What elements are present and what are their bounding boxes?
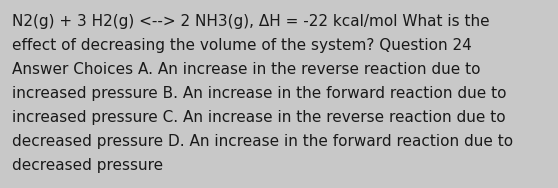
- Text: increased pressure C. An increase in the reverse reaction due to: increased pressure C. An increase in the…: [12, 110, 506, 125]
- Text: increased pressure B. An increase in the forward reaction due to: increased pressure B. An increase in the…: [12, 86, 507, 101]
- Text: effect of decreasing the volume of the system? Question 24: effect of decreasing the volume of the s…: [12, 38, 472, 53]
- Text: decreased pressure D. An increase in the forward reaction due to: decreased pressure D. An increase in the…: [12, 134, 513, 149]
- Text: Answer Choices A. An increase in the reverse reaction due to: Answer Choices A. An increase in the rev…: [12, 62, 480, 77]
- Text: decreased pressure: decreased pressure: [12, 158, 163, 173]
- Text: N2(g) + 3 H2(g) <--> 2 NH3(g), ΔH = -22 kcal/mol What is the: N2(g) + 3 H2(g) <--> 2 NH3(g), ΔH = -22 …: [12, 14, 489, 29]
